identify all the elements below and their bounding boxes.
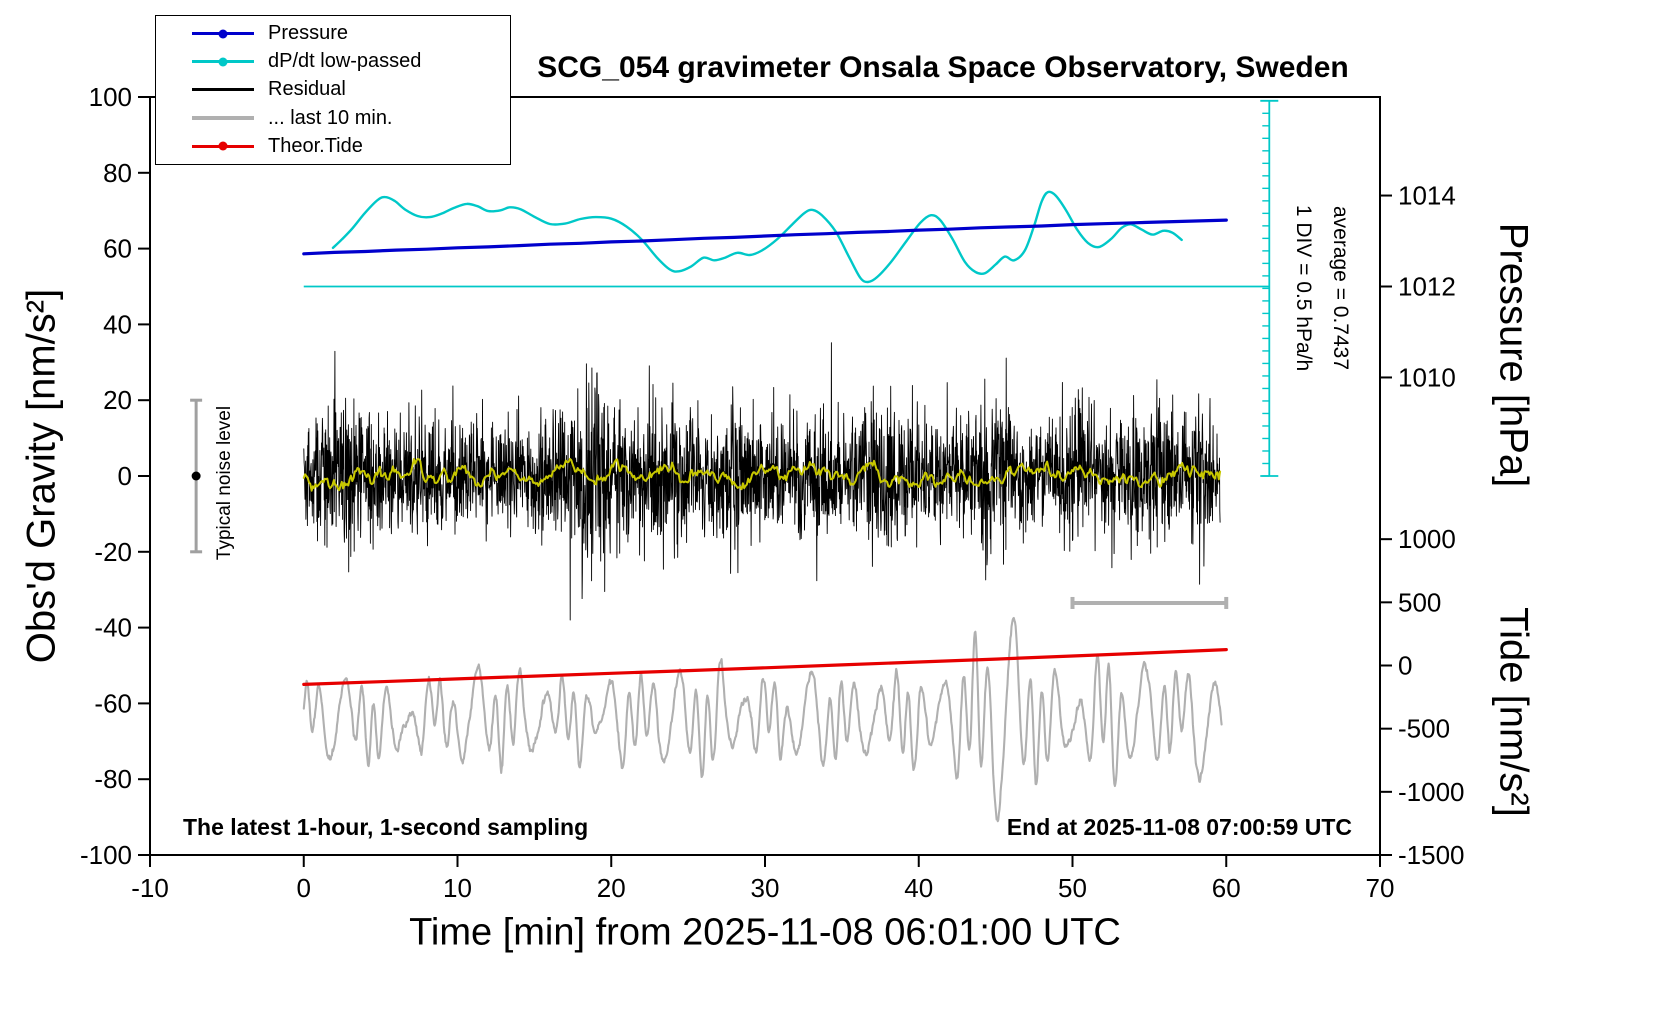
x-axis-label: Time [min] from 2025-11-08 06:01:00 UTC	[409, 911, 1121, 954]
y-tick-label: 60	[103, 234, 132, 264]
y-tick-label: -40	[94, 613, 132, 643]
div-scale-annotation: 1 DIV = 0.5 hPa/h	[1292, 204, 1315, 372]
y-tick-label: 100	[89, 82, 132, 112]
last10-line-swatch	[192, 116, 254, 121]
pressure-tick-label: 1010	[1398, 362, 1456, 392]
x-tick-label: 10	[443, 873, 472, 903]
tide-tick-label: -500	[1398, 714, 1450, 744]
x-tick-label: 50	[1058, 873, 1087, 903]
tide-tick-label: 0	[1398, 651, 1412, 681]
x-tick-label: 70	[1366, 873, 1395, 903]
residual-line-swatch	[192, 88, 254, 92]
x-tick-label: 0	[297, 873, 311, 903]
tide-tick-label: 1000	[1398, 524, 1456, 554]
y-tick-label: -60	[94, 688, 132, 718]
legend-label: dP/dt low-passed	[268, 50, 422, 73]
y-tick-label: -80	[94, 764, 132, 794]
tide-line-swatch	[192, 141, 254, 151]
y-tick-label: -20	[94, 537, 132, 567]
page-title: SCG_054 gravimeter Onsala Space Observat…	[537, 51, 1349, 84]
dpdt-line-swatch	[192, 57, 254, 67]
plot-frame	[149, 96, 1381, 856]
y-tick-label: 0	[118, 461, 132, 491]
legend-box: Pressure dP/dt low-passed Residual ... l…	[155, 15, 511, 165]
overlay-marks	[190, 398, 1229, 609]
y-tick-label: 20	[103, 385, 132, 415]
pressure-tick-label: 1014	[1398, 181, 1456, 211]
y-axis-label-pressure: Pressure [hPa]	[1491, 222, 1536, 488]
y-tick-label: 80	[103, 158, 132, 188]
legend-label: Pressure	[268, 22, 349, 45]
tide-tick-label: -1000	[1398, 777, 1465, 807]
noise-level-dot	[191, 471, 201, 481]
series-pressure	[302, 218, 1228, 256]
legend-item-dpdt: dP/dt low-passed	[156, 48, 510, 75]
legend-item-pressure: Pressure	[156, 20, 510, 47]
y-axis-label-tide: Tide [nm/s²]	[1491, 607, 1536, 817]
y-axis-label-gravity: Obs'd Gravity [nm/s²]	[19, 288, 64, 664]
series-theor-tide	[302, 647, 1228, 687]
series-last10min	[302, 616, 1223, 823]
series-dpdt	[331, 190, 1183, 284]
tide-tick-label: 500	[1398, 587, 1441, 617]
y-tick-label: -100	[80, 840, 132, 870]
axis-ticks: -10 0 10 20 30 40 50 60 70-100-80-60-40-20020406…	[80, 82, 1465, 903]
x-tick-label: 40	[904, 873, 933, 903]
y-tick-label: 40	[103, 309, 132, 339]
average-annotation: average = 0.7437	[1329, 205, 1352, 371]
pressure-tick-label: 1012	[1398, 272, 1456, 302]
end-time-annotation: End at 2025-11-08 07:00:59 UTC	[1006, 814, 1352, 840]
series-residual-lowpass	[302, 457, 1222, 492]
legend-item-residual: Residual	[156, 76, 510, 103]
legend-label: ... last 10 min.	[268, 106, 393, 129]
legend-label: Residual	[268, 78, 346, 101]
x-tick-label: 30	[751, 873, 780, 903]
series-residual	[303, 342, 1221, 621]
x-tick-label: 60	[1212, 873, 1241, 903]
reference-marks	[303, 99, 1279, 477]
sampling-annotation: The latest 1-hour, 1-second sampling	[183, 814, 589, 840]
legend-item-tide: Theor.Tide	[156, 133, 510, 160]
x-tick-label: 20	[597, 873, 626, 903]
noise-level-label: Typical noise level	[214, 405, 235, 561]
tide-tick-label: -1500	[1398, 840, 1465, 870]
x-tick-label: -10	[131, 873, 169, 903]
data-series	[302, 190, 1228, 823]
pressure-line-swatch	[192, 29, 254, 39]
legend-item-last10: ... last 10 min.	[156, 105, 510, 132]
frame-rect	[149, 96, 1381, 856]
legend-label: Theor.Tide	[268, 134, 363, 157]
